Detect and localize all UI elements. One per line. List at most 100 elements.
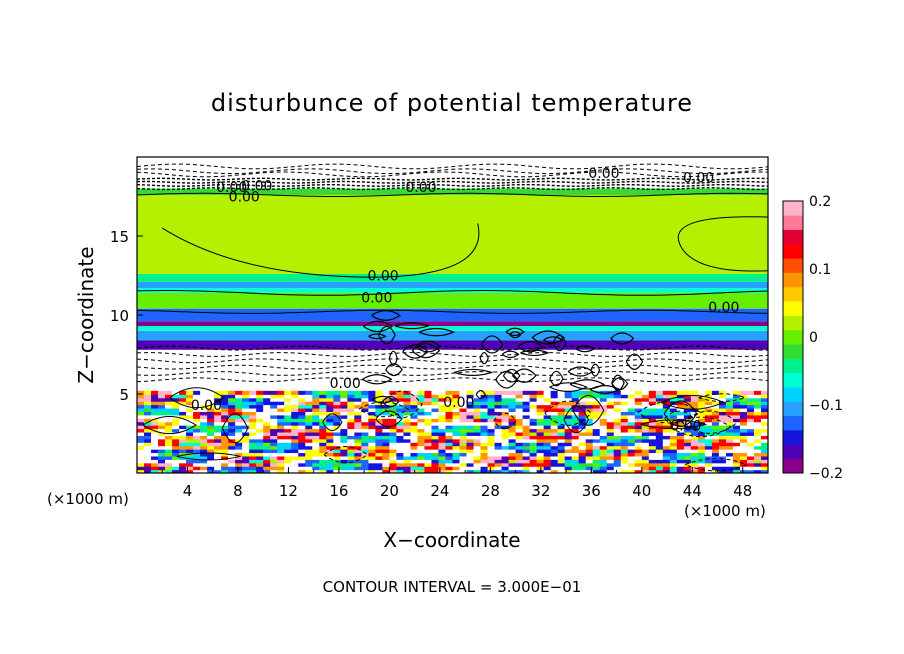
turbulence-cell (368, 445, 376, 450)
turbulence-cell (557, 449, 566, 454)
turbulence-cell (158, 397, 166, 402)
turbulence-cell (396, 407, 405, 412)
turbulence-cell (746, 469, 755, 473)
turbulence-cell (746, 462, 755, 467)
turbulence-cell (165, 462, 173, 467)
colorbar-cell (783, 286, 803, 302)
turbulence-cell (340, 418, 348, 423)
turbulence-cell (725, 404, 734, 409)
turbulence-cell (298, 452, 306, 457)
tangled-contour (531, 330, 565, 345)
turbulence-cell (466, 401, 475, 406)
turbulence-cell (396, 411, 405, 416)
turbulence-cell (312, 425, 320, 430)
turbulence-cell (697, 428, 706, 433)
turbulence-cell (137, 401, 145, 406)
turbulence-cell (158, 459, 166, 464)
turbulence-cell (354, 435, 362, 440)
turbulence-cell (452, 452, 461, 457)
turbulence-cell (221, 404, 229, 409)
turbulence-cell (410, 431, 419, 436)
x-tick-label: 20 (380, 482, 399, 500)
turbulence-cell (424, 407, 433, 412)
turbulence-cell (207, 397, 215, 402)
turbulence-cell (704, 425, 713, 430)
x-axis-label: X−coordinate (383, 528, 520, 552)
turbulence-cell (487, 469, 496, 473)
turbulence-cell (172, 407, 180, 412)
turbulence-cell (200, 438, 208, 443)
tangled-contour (475, 389, 486, 400)
turbulence-cell (606, 418, 615, 423)
turbulence-cell (137, 421, 145, 426)
turbulence-cell (382, 428, 390, 433)
turbulence-cell (326, 431, 334, 436)
turbulence-cell (494, 394, 503, 399)
turbulence-cell (557, 469, 566, 473)
turbulence-cell (452, 431, 461, 436)
turbulence-cell (669, 397, 678, 402)
turbulence-cell (193, 394, 201, 399)
turbulence-cell (438, 442, 447, 447)
turbulence-cell (438, 401, 447, 406)
turbulence-cell (249, 404, 257, 409)
turbulence-cell (242, 414, 250, 419)
turbulence-cell (578, 411, 587, 416)
turbulence-cell (592, 466, 601, 471)
turbulence-cell (571, 390, 580, 395)
turbulence-cell (501, 401, 510, 406)
turbulence-cell (403, 425, 412, 430)
turbulence-cell (221, 469, 229, 473)
turbulence-cell (711, 459, 720, 464)
turbulence-cell (137, 418, 145, 423)
turbulence-cell (137, 462, 145, 467)
turbulence-cell (221, 442, 229, 447)
turbulence-cell (354, 438, 362, 443)
turbulence-cell (438, 459, 447, 464)
turbulence-cell (501, 431, 510, 436)
turbulence-cell (480, 462, 489, 467)
turbulence-cell (389, 452, 398, 457)
turbulence-cell (690, 390, 699, 395)
turbulence-cell (165, 421, 173, 426)
turbulence-cell (326, 469, 334, 473)
turbulence-cell (501, 449, 510, 454)
turbulence-cell (375, 466, 383, 471)
turbulence-cell (564, 452, 573, 457)
turbulence-cell (522, 421, 531, 426)
turbulence-cell (669, 394, 678, 399)
turbulence-cell (760, 462, 768, 467)
turbulence-cell (662, 438, 671, 443)
turbulence-cell (459, 401, 468, 406)
turbulence-cell (690, 452, 699, 457)
turbulence-cell (508, 459, 517, 464)
turbulence-cell (634, 397, 643, 402)
turbulence-cell (249, 401, 257, 406)
turbulence-cell (522, 445, 531, 450)
turbulence-cell (627, 438, 636, 443)
turbulence-cell (424, 455, 433, 460)
turbulence-cell (340, 459, 348, 464)
turbulence-cell (347, 425, 355, 430)
turbulence-cell (634, 431, 643, 436)
turbulence-cell (403, 452, 412, 457)
turbulence-cell (347, 469, 355, 473)
turbulence-cell (361, 414, 369, 419)
turbulence-cell (606, 459, 615, 464)
turbulence-cell (452, 418, 461, 423)
turbulence-cell (186, 428, 194, 433)
turbulence-cell (529, 462, 538, 467)
turbulence-cell (347, 466, 355, 471)
turbulence-cell (256, 452, 264, 457)
turbulence-cell (207, 459, 215, 464)
turbulence-cell (403, 421, 412, 426)
turbulence-cell (193, 411, 201, 416)
turbulence-cell (417, 407, 426, 412)
turbulence-cell (746, 404, 755, 409)
turbulence-cell (193, 404, 201, 409)
turbulence-cell (242, 442, 250, 447)
turbulence-cell (361, 469, 369, 473)
turbulence-cell (725, 438, 734, 443)
turbulence-cell (200, 462, 208, 467)
turbulence-cell (214, 425, 222, 430)
